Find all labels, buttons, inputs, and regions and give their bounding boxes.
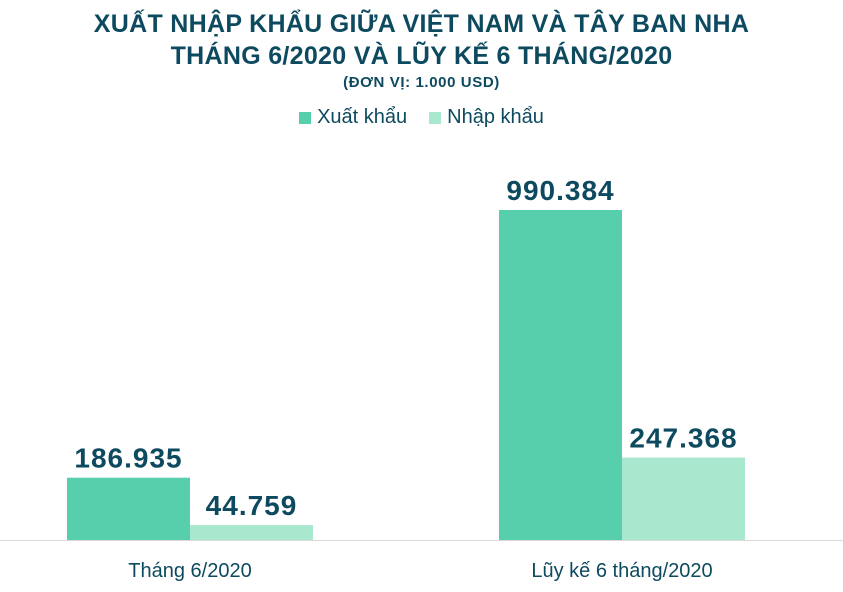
legend-swatch-xuat-khau [299, 111, 312, 124]
category-label-luy-ke-6-thang-2020: Lũy kế 6 tháng/2020 [531, 560, 712, 582]
legend-label-nhap-khau: Nhập khẩu [447, 106, 544, 128]
bar-xuat-khau-luy-ke-6-thang-2020 [499, 210, 622, 540]
chart-title: XUẤT NHẬP KHẨU GIỮA VIỆT NAM VÀ TÂY BAN … [93, 10, 750, 38]
bar-nhap-khau-luy-ke-6-thang-2020 [622, 457, 745, 540]
data-label-nhap-khau-thang-6-2020: 44.759 [206, 490, 298, 521]
category-label-thang-6-2020: Tháng 6/2020 [128, 560, 251, 582]
legend-item-xuat-khau: Xuất khẩu [299, 106, 407, 129]
legend-label-xuat-khau: Xuất khẩu [317, 106, 408, 128]
data-label-xuat-khau-luy-ke-6-thang-2020: 990.384 [506, 175, 614, 206]
data-label-xuat-khau-thang-6-2020: 186.935 [74, 443, 182, 474]
bar-nhap-khau-thang-6-2020 [190, 525, 313, 540]
chart-subtitle: (ĐƠN VỊ: 1.000 USD) [343, 74, 500, 91]
legend-swatch-nhap-khau [429, 111, 442, 124]
legend-item-nhap-khau: Nhập khẩu [429, 106, 544, 129]
bar-xuat-khau-thang-6-2020 [67, 477, 190, 540]
data-label-nhap-khau-luy-ke-6-thang-2020: 247.368 [629, 423, 737, 454]
chart-title-line2: THÁNG 6/2020 VÀ LŨY KẾ 6 THÁNG/2020 [170, 42, 673, 70]
legend: Xuất khẩu Nhập khẩu [0, 106, 843, 129]
